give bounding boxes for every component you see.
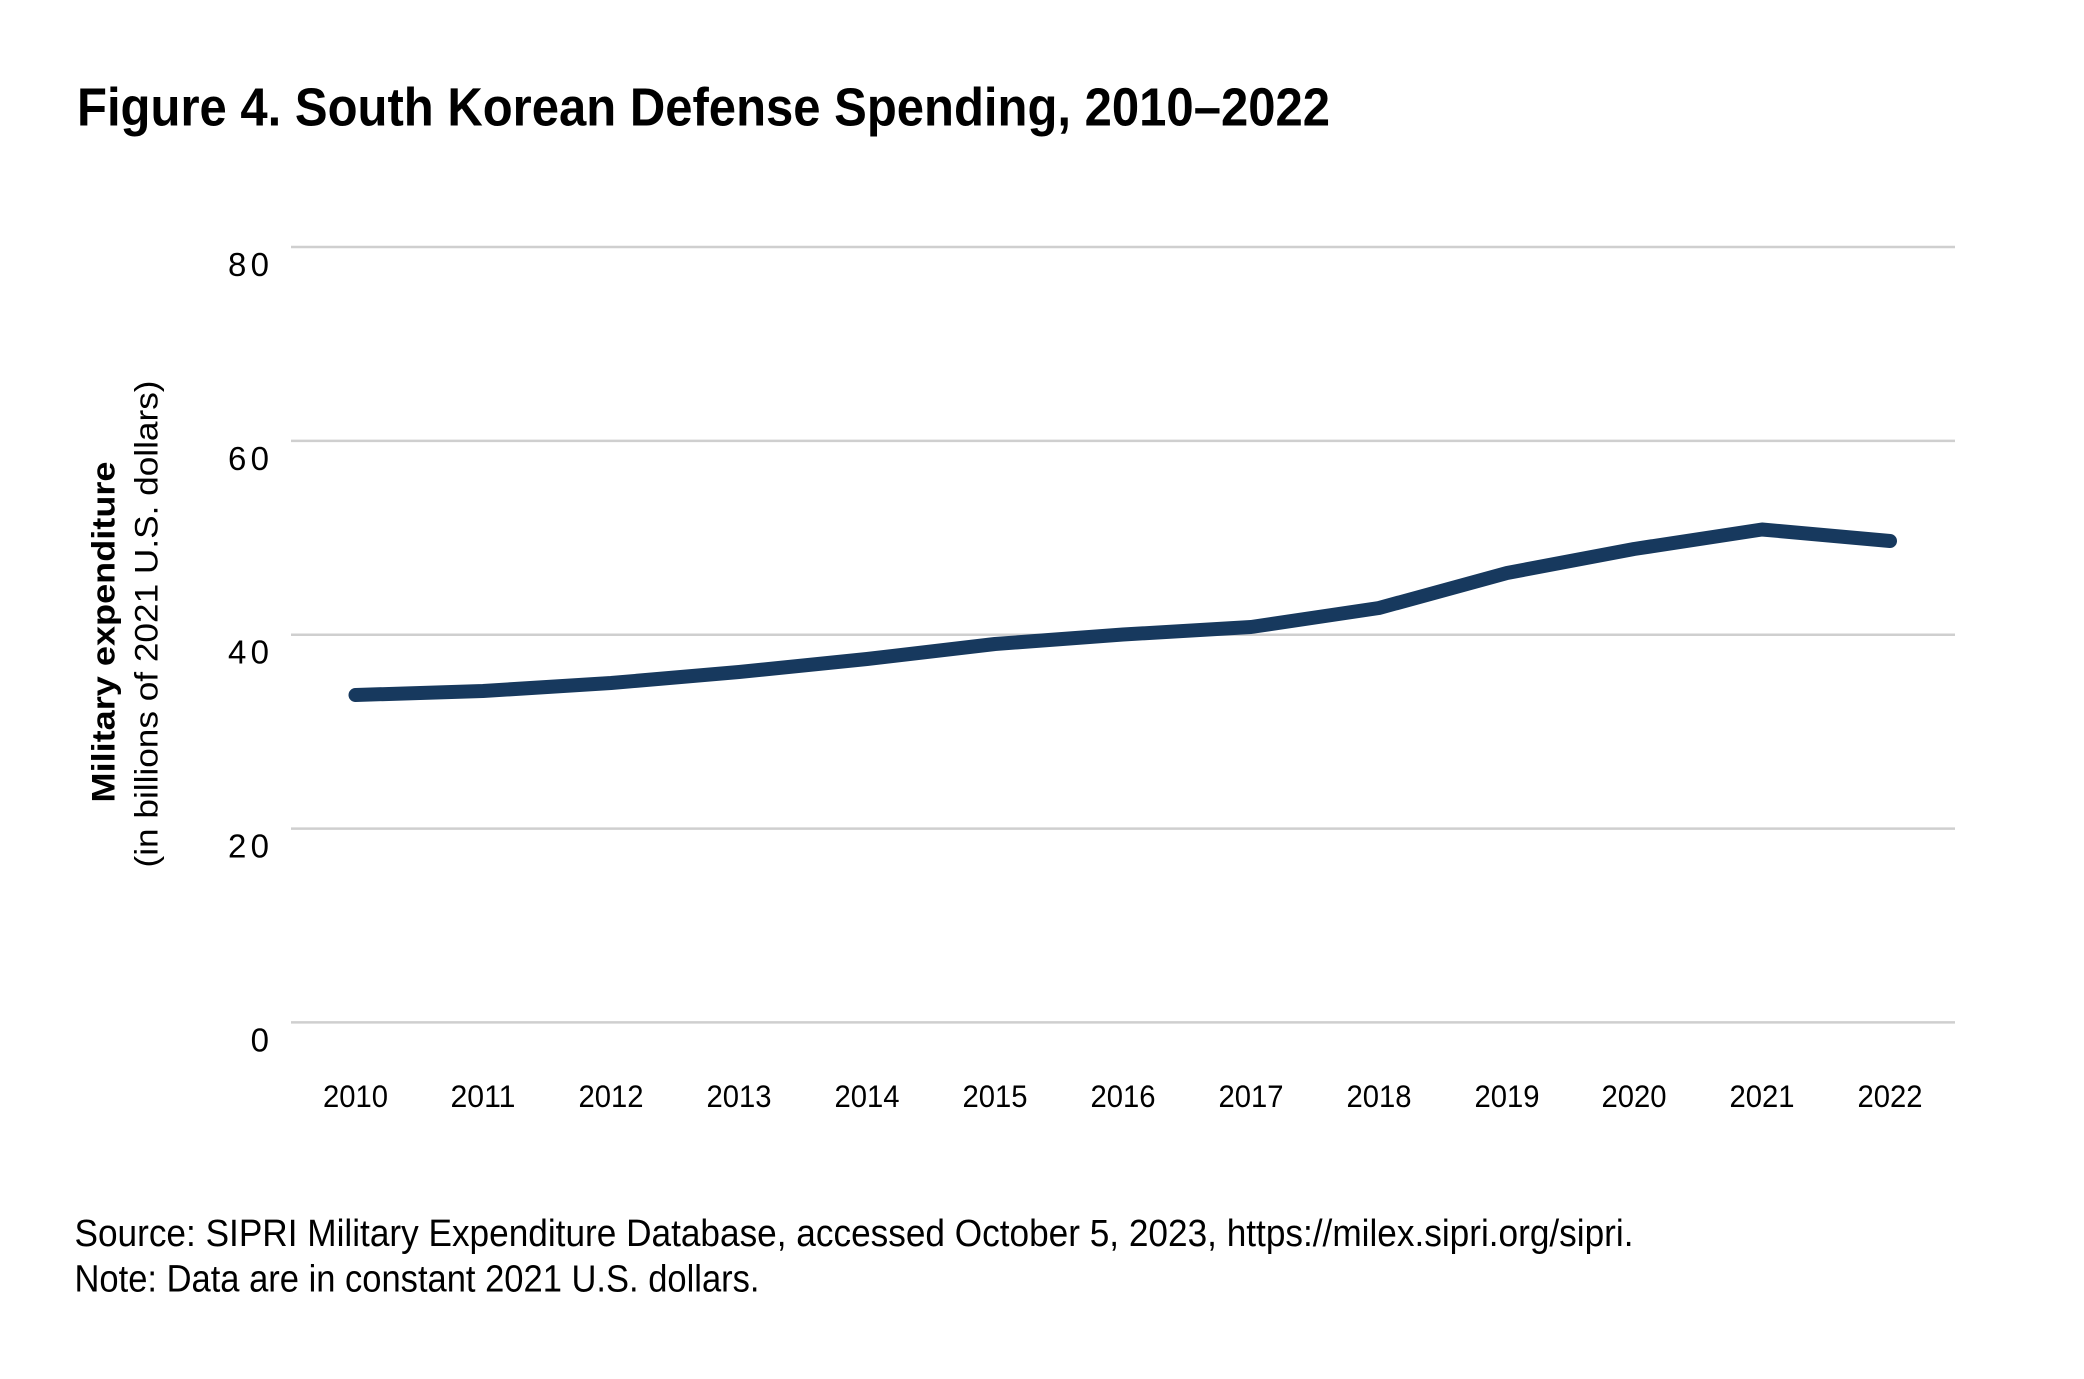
svg-text:2010: 2010 — [323, 1078, 388, 1114]
svg-text:2011: 2011 — [451, 1078, 516, 1114]
svg-text:Source: SIPRI Military Expendi: Source: SIPRI Military Expenditure Datab… — [75, 1213, 1634, 1255]
svg-text:2016: 2016 — [1091, 1078, 1156, 1114]
svg-text:2013: 2013 — [707, 1078, 772, 1114]
svg-text:2020: 2020 — [1602, 1078, 1667, 1114]
svg-text:(in billions of 2021 U.S. doll: (in billions of 2021 U.S. dollars) — [129, 381, 165, 868]
svg-text:2019: 2019 — [1475, 1078, 1540, 1114]
svg-text:Military expenditure: Military expenditure — [86, 462, 122, 803]
svg-text:2014: 2014 — [835, 1078, 900, 1114]
svg-text:Figure 4. South Korean Defense: Figure 4. South Korean Defense Spending,… — [77, 79, 1330, 138]
svg-text:Note: Data are in constant 202: Note: Data are in constant 2021 U.S. dol… — [75, 1258, 760, 1300]
svg-text:0: 0 — [251, 1021, 269, 1058]
svg-text:2021: 2021 — [1730, 1078, 1795, 1114]
svg-text:2017: 2017 — [1219, 1078, 1284, 1114]
svg-text:2018: 2018 — [1347, 1078, 1412, 1114]
svg-text:2012: 2012 — [579, 1078, 644, 1114]
svg-text:2015: 2015 — [963, 1078, 1028, 1114]
svg-text:2022: 2022 — [1858, 1078, 1923, 1114]
